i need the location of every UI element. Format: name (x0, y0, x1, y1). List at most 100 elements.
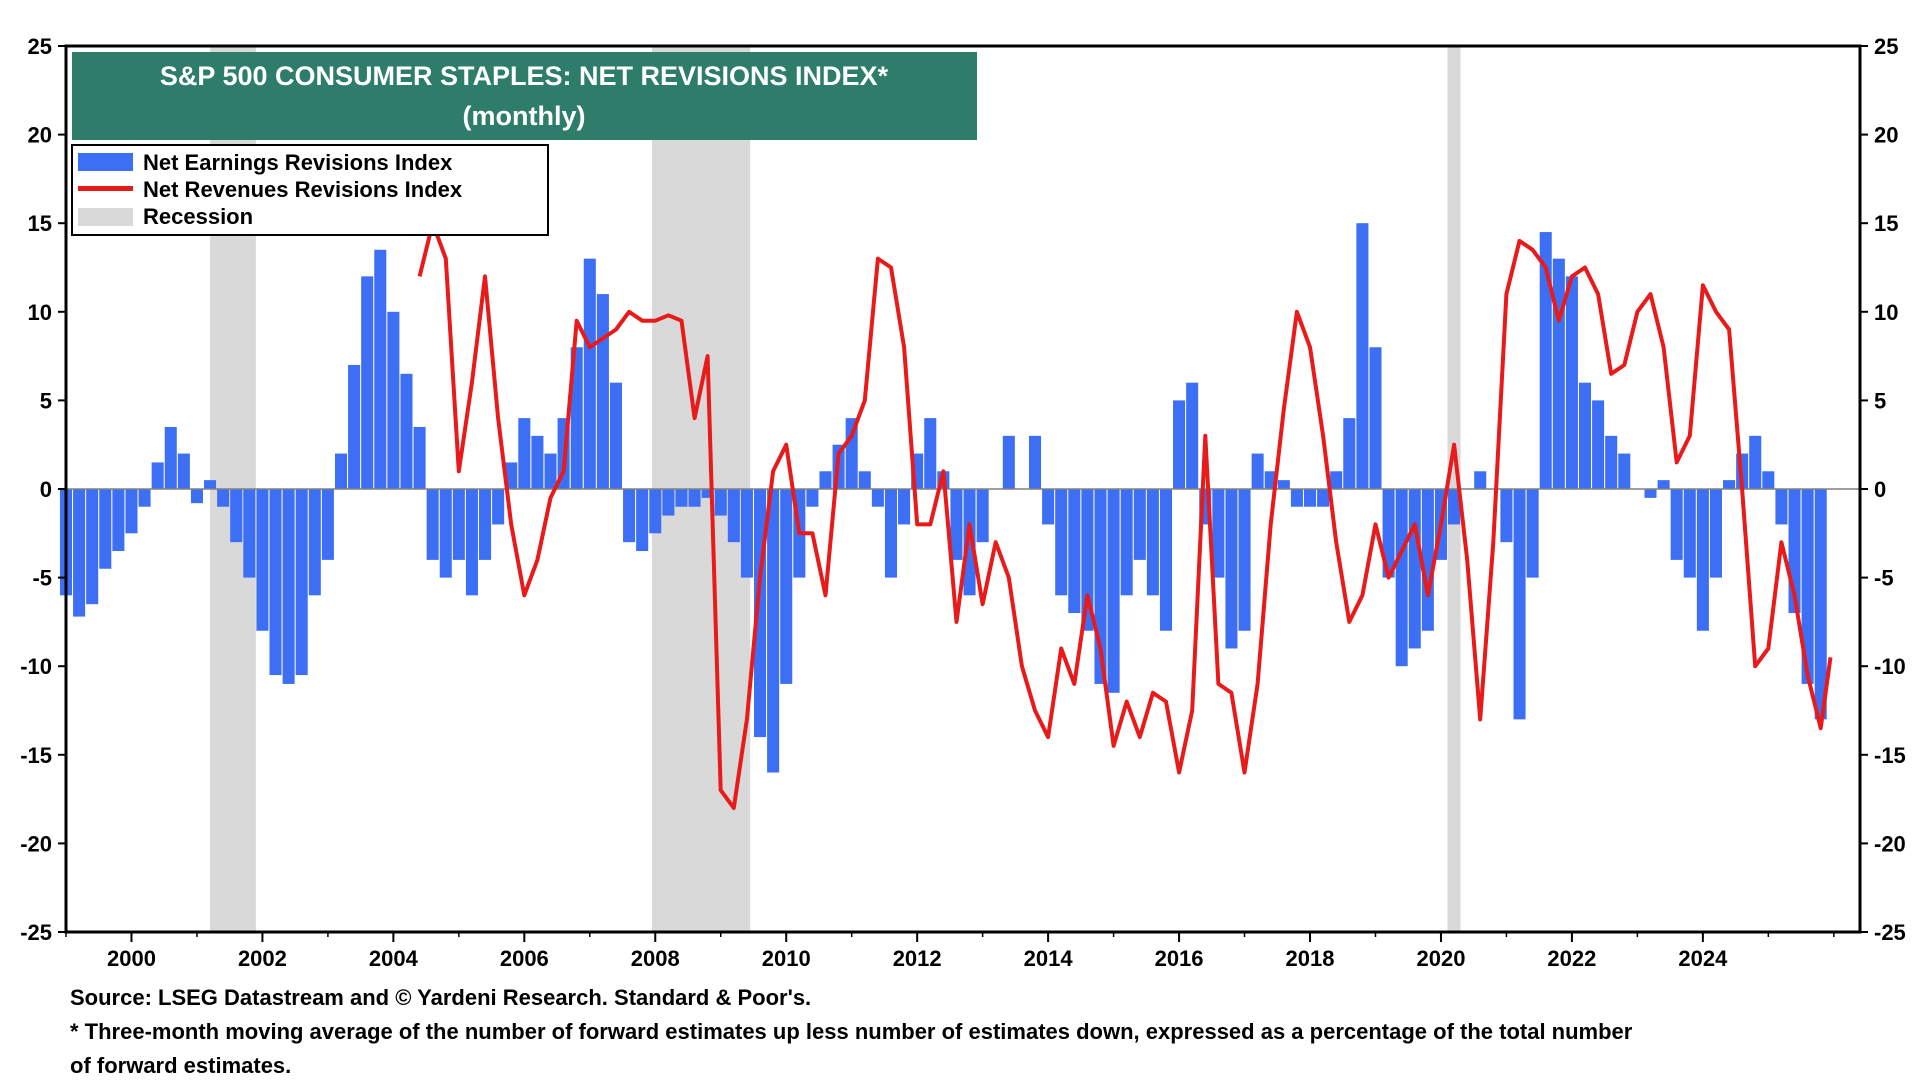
y-tick-label-left-10: 25 (28, 34, 52, 59)
x-tick-label-10: 2020 (1416, 946, 1465, 971)
earnings-bars (59, 223, 1827, 773)
earnings-bar-93 (1277, 480, 1290, 489)
earnings-bar-46 (662, 489, 675, 516)
earnings-bar-118 (1605, 435, 1618, 489)
earnings-bar-91 (1251, 453, 1264, 489)
earnings-bar-12 (217, 489, 230, 507)
earnings-bar-47 (675, 489, 688, 507)
earnings-bar-99 (1356, 223, 1369, 489)
legend-swatch-recession (78, 208, 133, 226)
x-tick-label-5: 2010 (762, 946, 811, 971)
earnings-bar-64 (898, 489, 911, 525)
earnings-bar-48 (688, 489, 701, 507)
earnings-bar-22 (348, 364, 361, 489)
earnings-bar-29 (439, 489, 452, 578)
earnings-bar-112 (1526, 489, 1539, 578)
earnings-bar-55 (780, 489, 793, 684)
earnings-bar-63 (884, 489, 898, 578)
x-tick-label-0: 2000 (107, 946, 156, 971)
earnings-bar-3 (99, 489, 112, 569)
earnings-bar-7 (151, 462, 164, 489)
legend-label-revenues: Net Revenues Revisions Index (143, 177, 463, 202)
earnings-bar-45 (649, 489, 662, 534)
x-tick-label-3: 2006 (500, 946, 549, 971)
earnings-bar-50 (714, 489, 727, 516)
chart-subtitle: (monthly) (463, 101, 586, 131)
earnings-bar-17 (282, 489, 295, 684)
earnings-bar-62 (871, 489, 884, 507)
earnings-bar-30 (452, 489, 465, 560)
earnings-bar-130 (1762, 471, 1775, 489)
earnings-bar-76 (1055, 489, 1068, 596)
earnings-bar-74 (1028, 435, 1042, 489)
earnings-bar-126 (1709, 489, 1722, 578)
y-tick-label-right-3: -10 (1874, 654, 1906, 679)
earnings-bar-40 (583, 258, 596, 489)
earnings-bar-33 (492, 489, 505, 525)
legend-label-earnings: Net Earnings Revisions Index (143, 150, 453, 175)
earnings-bar-108 (1474, 471, 1487, 489)
x-tick-label-12: 2024 (1678, 946, 1728, 971)
earnings-bar-4 (112, 489, 125, 552)
earnings-bar-98 (1343, 418, 1356, 489)
earnings-bar-11 (204, 480, 217, 489)
earnings-bar-119 (1618, 453, 1631, 489)
earnings-bar-18 (295, 489, 308, 676)
earnings-bar-69 (963, 489, 976, 596)
y-tick-label-left-2: -15 (20, 743, 52, 768)
revenues-line (417, 221, 1833, 810)
earnings-bar-113 (1539, 232, 1552, 489)
footnote-line-2: of forward estimates. (70, 1053, 292, 1078)
earnings-bar-15 (256, 489, 269, 631)
earnings-bar-122 (1657, 480, 1670, 489)
earnings-bar-42 (609, 382, 623, 489)
earnings-bar-125 (1696, 489, 1709, 631)
x-tick-label-6: 2012 (893, 946, 942, 971)
y-tick-label-left-8: 15 (28, 211, 52, 236)
earnings-bar-23 (361, 276, 374, 489)
earnings-bar-94 (1290, 489, 1303, 507)
earnings-bar-9 (177, 453, 190, 489)
legend-label-recession: Recession (143, 204, 253, 229)
earnings-bar-1 (73, 489, 86, 617)
earnings-bar-27 (413, 426, 426, 489)
earnings-bar-124 (1683, 489, 1696, 578)
earnings-bar-70 (976, 489, 989, 543)
earnings-bar-111 (1513, 489, 1526, 720)
earnings-bar-20 (321, 489, 334, 560)
earnings-bar-101 (1382, 489, 1395, 578)
x-tick-label-1: 2002 (238, 946, 287, 971)
earnings-bar-41 (596, 294, 609, 489)
earnings-bar-66 (924, 418, 937, 489)
earnings-bar-86 (1186, 382, 1199, 489)
legend-swatch-earnings (78, 153, 133, 171)
earnings-bar-82 (1133, 489, 1146, 560)
legend-swatch-revenues (78, 186, 133, 191)
earnings-bar-134 (1814, 489, 1827, 720)
earnings-bar-43 (623, 489, 636, 543)
y-tick-label-left-1: -20 (20, 831, 52, 856)
earnings-bar-54 (767, 489, 780, 773)
earnings-bar-39 (570, 347, 583, 489)
earnings-bar-75 (1042, 489, 1055, 525)
earnings-bar-131 (1775, 489, 1788, 525)
earnings-bar-123 (1670, 489, 1683, 560)
earnings-bar-19 (308, 489, 321, 596)
earnings-bar-129 (1749, 435, 1762, 489)
x-tick-label-8: 2016 (1155, 946, 1204, 971)
earnings-bar-44 (636, 489, 649, 552)
y-tick-label-right-7: 10 (1874, 300, 1898, 325)
earnings-bar-6 (138, 489, 151, 507)
footnote-line-1: * Three-month moving average of the numb… (70, 1019, 1633, 1044)
y-tick-label-right-10: 25 (1874, 34, 1898, 59)
earnings-bar-84 (1159, 489, 1172, 631)
earnings-bar-31 (465, 489, 478, 596)
earnings-bar-78 (1081, 489, 1094, 631)
earnings-bar-133 (1801, 489, 1814, 684)
earnings-bar-13 (230, 489, 243, 543)
y-tick-label-right-2: -15 (1874, 743, 1906, 768)
earnings-bar-103 (1408, 489, 1421, 649)
earnings-bar-80 (1107, 489, 1120, 693)
earnings-bar-81 (1120, 489, 1133, 596)
